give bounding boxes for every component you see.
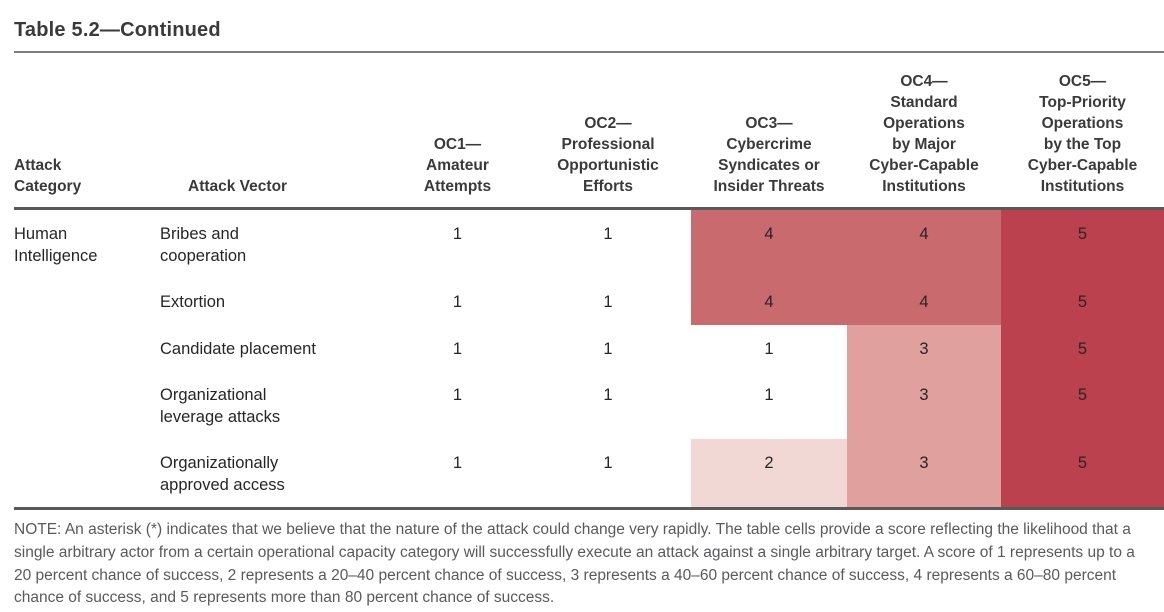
vector-cell: Candidate placement <box>160 339 316 358</box>
title-rule <box>14 51 1164 53</box>
score-table: Attack Category Attack Vector OC1— Amate… <box>14 53 1164 510</box>
table-row: Organizationally approved access 1 1 2 3… <box>14 439 1164 509</box>
score-cell: 4 <box>691 208 847 278</box>
score-cell: 1 <box>452 339 463 358</box>
col-header-oc4: OC4— Standard Operations by Major Cyber-… <box>869 73 979 195</box>
col-header-oc5: OC5— Top-Priority Operations by the Top … <box>1027 73 1138 195</box>
score-cell: 1 <box>603 386 613 404</box>
score-cell: 4 <box>847 208 1001 278</box>
score-cell: 4 <box>691 278 847 325</box>
score-cell: 5 <box>1001 371 1164 439</box>
vector-cell: Bribes and cooperation <box>160 225 247 265</box>
category-cell <box>14 371 160 439</box>
score-cell: 1 <box>764 386 774 404</box>
col-header-oc1: OC1— Amateur Attempts <box>423 136 492 195</box>
category-cell <box>14 439 160 509</box>
score-cell: 1 <box>603 454 613 472</box>
score-cell: 3 <box>847 371 1001 439</box>
score-cell: 5 <box>1001 324 1164 371</box>
score-cell: 4 <box>847 278 1001 325</box>
table-row: Candidate placement 1 1 1 3 5 <box>14 324 1164 372</box>
table-note: NOTE: An asterisk (*) indicates that we … <box>14 521 1135 607</box>
col-header-attack-category: Attack Category <box>14 157 82 195</box>
score-cell: 1 <box>603 225 613 243</box>
score-cell: 1 <box>603 293 613 311</box>
category-cell <box>14 278 160 325</box>
table-header-row: Attack Category Attack Vector OC1— Amate… <box>14 53 1164 209</box>
score-cell: 1 <box>452 225 463 243</box>
score-cell: 1 <box>452 293 463 311</box>
vector-cell: Organizationally approved access <box>160 454 285 494</box>
category-cell: Human Intelligence <box>14 225 98 265</box>
col-header-oc3: OC3— Cybercrime Syndicates or Insider Th… <box>713 115 825 195</box>
score-cell: 2 <box>691 439 847 509</box>
col-header-attack-vector: Attack Vector <box>188 178 288 195</box>
table-row: Organizational leverage attacks 1 1 1 3 … <box>14 371 1164 439</box>
vector-cell: Extortion <box>160 293 226 311</box>
score-cell: 5 <box>1001 278 1164 325</box>
score-cell: 1 <box>603 339 613 358</box>
table-title: Table 5.2—Continued <box>14 19 221 41</box>
score-cell: 5 <box>1001 208 1164 278</box>
score-cell: 5 <box>1001 439 1164 509</box>
page: Table 5.2—Continued Attack Category Atta… <box>0 18 1164 610</box>
score-cell: 3 <box>847 439 1001 509</box>
table-row: Human Intelligence Bribes and cooperatio… <box>14 208 1164 278</box>
score-cell: 3 <box>847 324 1001 371</box>
table-row: Extortion 1 1 4 4 5 <box>14 278 1164 325</box>
score-cell: 1 <box>764 339 774 358</box>
score-cell: 1 <box>452 454 463 472</box>
category-cell <box>14 325 160 372</box>
col-header-oc2: OC2— Professional Opportunistic Efforts <box>557 115 659 195</box>
score-cell: 1 <box>452 386 463 404</box>
vector-cell: Organizational leverage attacks <box>160 386 281 426</box>
